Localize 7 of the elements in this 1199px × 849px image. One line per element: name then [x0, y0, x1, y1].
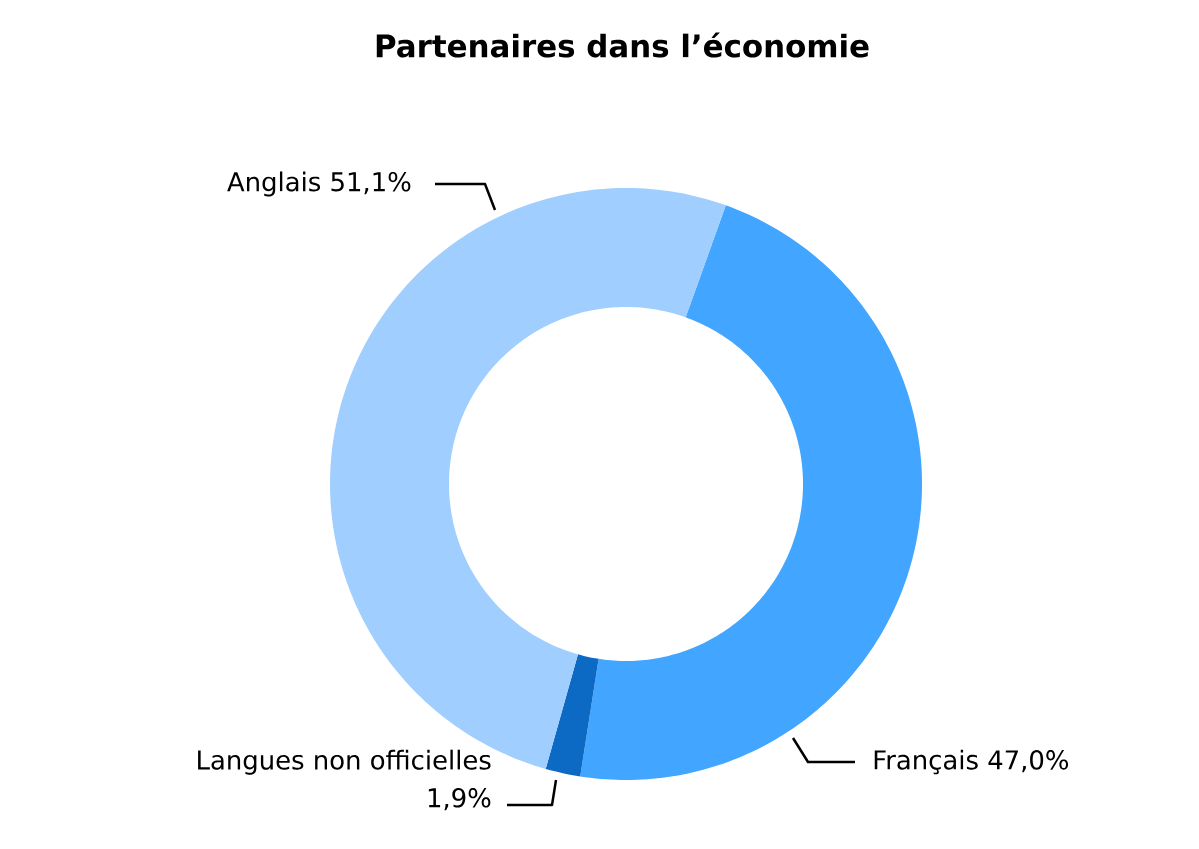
data-label: 1,9%: [428, 788, 491, 811]
data-label: 51,1%: [331, 171, 411, 195]
slice-label: Anglais: [227, 171, 321, 197]
data-label: 47,0%: [988, 750, 1069, 773]
slice-label: Langues non officielles: [198, 749, 491, 775]
chart-title: Partenaires dans l’économie: [376, 32, 869, 58]
slice-label: Français: [874, 749, 978, 775]
